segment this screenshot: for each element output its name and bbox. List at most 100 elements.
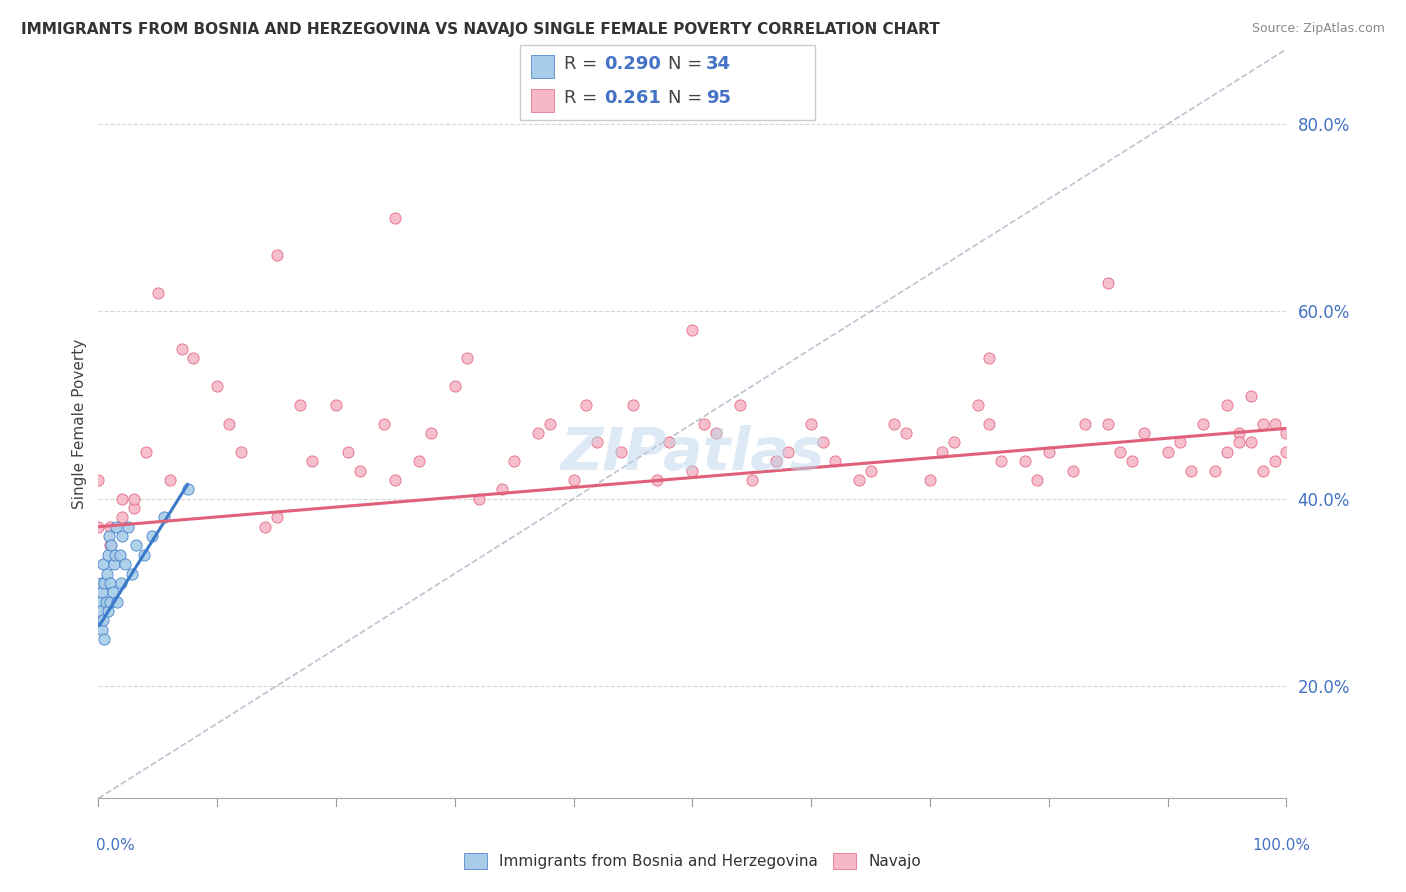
- Text: N =: N =: [668, 89, 707, 107]
- Point: [266, 248, 288, 262]
- Point: [229, 445, 252, 459]
- Point: [920, 473, 942, 487]
- Text: ZIPatlas: ZIPatlas: [560, 425, 825, 483]
- Point: [610, 445, 633, 459]
- Point: [207, 379, 229, 393]
- Text: 95: 95: [706, 89, 731, 107]
- Point: [586, 435, 609, 450]
- Point: [1121, 454, 1143, 468]
- Point: [91, 557, 114, 572]
- Point: [1097, 417, 1119, 431]
- Point: [1216, 445, 1239, 459]
- Point: [527, 426, 550, 441]
- Point: [96, 566, 118, 581]
- Point: [693, 417, 716, 431]
- Point: [152, 510, 174, 524]
- Point: [1073, 417, 1095, 431]
- Point: [883, 417, 905, 431]
- Point: [373, 417, 395, 431]
- Point: [859, 464, 882, 478]
- Point: [681, 464, 703, 478]
- Point: [848, 473, 870, 487]
- Point: [97, 548, 120, 562]
- Point: [1038, 445, 1060, 459]
- Point: [98, 529, 121, 543]
- Point: [100, 539, 122, 553]
- Point: [1240, 435, 1263, 450]
- Point: [141, 529, 163, 543]
- Point: [966, 398, 988, 412]
- Text: 0.290: 0.290: [605, 55, 661, 73]
- Point: [896, 426, 918, 441]
- Point: [1251, 464, 1274, 478]
- Point: [87, 473, 110, 487]
- Point: [491, 483, 513, 497]
- Point: [146, 285, 169, 300]
- Point: [408, 454, 430, 468]
- Point: [728, 398, 751, 412]
- Point: [765, 454, 787, 468]
- Point: [990, 454, 1012, 468]
- Point: [105, 519, 128, 533]
- Point: [1204, 464, 1226, 478]
- Point: [89, 614, 111, 628]
- Text: Source: ZipAtlas.com: Source: ZipAtlas.com: [1251, 22, 1385, 36]
- Point: [91, 585, 114, 599]
- Point: [456, 351, 478, 366]
- Point: [125, 539, 148, 553]
- Point: [135, 445, 157, 459]
- Legend: Immigrants from Bosnia and Herzegovina, Navajo: Immigrants from Bosnia and Herzegovina, …: [456, 846, 929, 877]
- Point: [1227, 435, 1250, 450]
- Point: [1168, 435, 1191, 450]
- Point: [183, 351, 205, 366]
- Point: [107, 595, 129, 609]
- Point: [91, 614, 114, 628]
- Point: [384, 211, 406, 225]
- Point: [91, 623, 114, 637]
- Point: [336, 445, 359, 459]
- Point: [98, 576, 121, 591]
- Point: [1275, 426, 1298, 441]
- Point: [121, 566, 143, 581]
- Point: [98, 595, 121, 609]
- Point: [681, 323, 703, 337]
- Point: [266, 510, 288, 524]
- Point: [111, 529, 134, 543]
- Point: [384, 473, 406, 487]
- Point: [103, 557, 125, 572]
- Point: [503, 454, 526, 468]
- Text: IMMIGRANTS FROM BOSNIA AND HERZEGOVINA VS NAVAJO SINGLE FEMALE POVERTY CORRELATI: IMMIGRANTS FROM BOSNIA AND HERZEGOVINA V…: [21, 22, 939, 37]
- Point: [101, 585, 124, 599]
- Point: [170, 342, 193, 356]
- Point: [1133, 426, 1156, 441]
- Point: [1216, 398, 1239, 412]
- Point: [218, 417, 240, 431]
- Point: [132, 548, 155, 562]
- Point: [704, 426, 727, 441]
- Point: [90, 576, 112, 591]
- Point: [94, 595, 117, 609]
- Point: [538, 417, 561, 431]
- Text: R =: R =: [564, 89, 603, 107]
- Point: [1026, 473, 1049, 487]
- Point: [1156, 445, 1178, 459]
- Point: [301, 454, 323, 468]
- Point: [1264, 417, 1286, 431]
- Point: [1180, 464, 1202, 478]
- Point: [420, 426, 443, 441]
- Text: 0.261: 0.261: [605, 89, 661, 107]
- Point: [621, 398, 644, 412]
- Point: [1251, 417, 1274, 431]
- Point: [741, 473, 763, 487]
- Point: [97, 604, 120, 618]
- Point: [574, 398, 596, 412]
- Point: [1192, 417, 1215, 431]
- Point: [176, 483, 198, 497]
- Point: [111, 510, 134, 524]
- Point: [645, 473, 668, 487]
- Point: [979, 351, 1001, 366]
- Point: [1264, 454, 1286, 468]
- Text: 0.0%: 0.0%: [96, 838, 135, 853]
- Point: [1275, 445, 1298, 459]
- Point: [89, 595, 111, 609]
